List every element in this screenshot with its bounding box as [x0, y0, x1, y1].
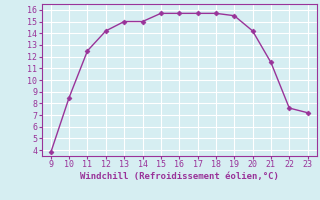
X-axis label: Windchill (Refroidissement éolien,°C): Windchill (Refroidissement éolien,°C) — [80, 172, 279, 181]
